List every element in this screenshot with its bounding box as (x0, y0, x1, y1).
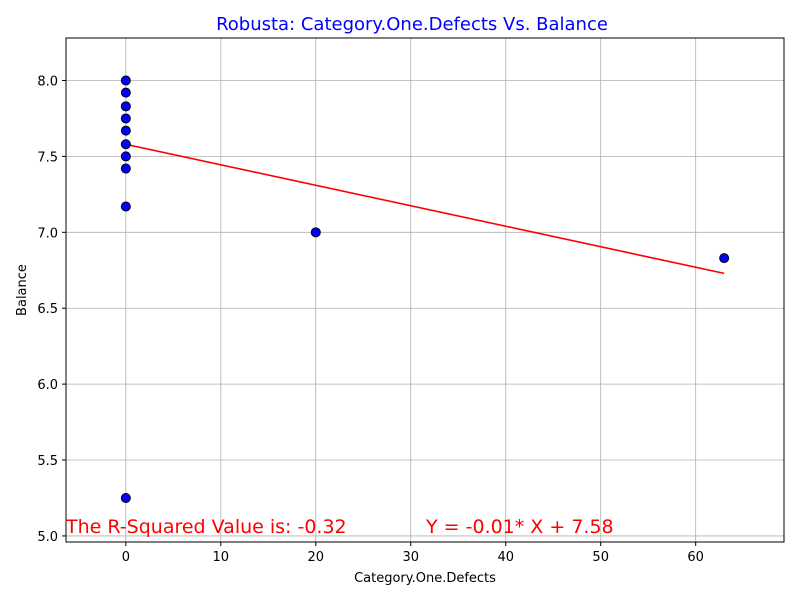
x-tick-label: 40 (497, 550, 514, 565)
regression-layer (125, 143, 725, 275)
y-tick-label: 5.5 (37, 454, 58, 469)
data-points (120, 75, 730, 503)
data-point (120, 101, 131, 112)
regression-equation-annotation: Y = -0.01* X + 7.58 (425, 516, 614, 538)
x-axis-ticks: 0 10 20 30 40 50 60 (122, 542, 704, 565)
y-axis-ticks: 5.0 5.5 6.0 6.5 7.0 7.5 8.0 (37, 75, 66, 545)
x-tick-label: 0 (122, 550, 130, 565)
data-point (120, 125, 131, 136)
y-tick-label: 6.0 (37, 378, 58, 393)
y-axis-label: Balance (15, 264, 30, 316)
x-axis-label: Category.One.Defects (354, 571, 496, 586)
data-point (120, 163, 131, 174)
x-tick-label: 50 (592, 550, 609, 565)
x-tick-label: 10 (213, 550, 230, 565)
y-tick-label: 7.0 (37, 226, 58, 241)
x-tick-label: 20 (308, 550, 325, 565)
data-point (120, 113, 131, 124)
data-point (120, 75, 131, 86)
data-point (310, 227, 321, 238)
data-point (120, 87, 131, 98)
y-tick-label: 7.5 (37, 150, 58, 165)
x-tick-label: 30 (402, 550, 419, 565)
data-point (120, 492, 131, 503)
data-point (120, 201, 131, 212)
y-tick-label: 8.0 (37, 75, 58, 90)
r-squared-annotation: The R-Squared Value is: -0.32 (65, 516, 347, 538)
grid-lines (66, 38, 784, 542)
x-tick-label: 60 (687, 550, 704, 565)
regression-line (125, 143, 725, 275)
data-point (719, 253, 730, 264)
chart-title: Robusta: Category.One.Defects Vs. Balanc… (216, 14, 608, 35)
data-point (120, 151, 131, 162)
y-tick-label: 5.0 (37, 530, 58, 545)
y-tick-label: 6.5 (37, 302, 58, 317)
plot-area-frame (65, 37, 785, 543)
data-point (120, 139, 131, 150)
